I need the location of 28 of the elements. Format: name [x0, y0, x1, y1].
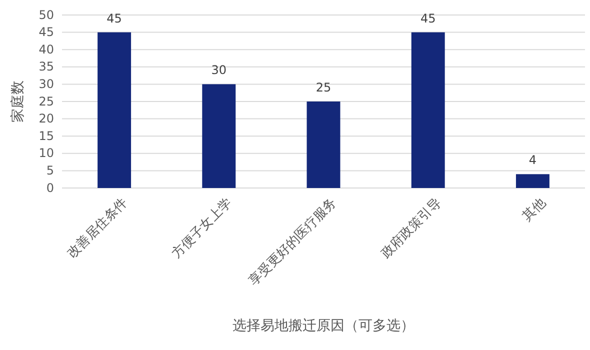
y-tick-label: 40 [38, 42, 54, 56]
y-tick-label: 35 [38, 60, 54, 74]
x-tick-label: 方便子女上学 [168, 194, 236, 262]
bar [306, 102, 340, 188]
data-label: 45 [420, 11, 436, 26]
bar [98, 32, 132, 188]
y-axis-title: 家庭数 [10, 80, 26, 122]
x-tick-label: 政府政策引导 [378, 194, 444, 262]
x-tick-label: 享受更好的医疗服务 [246, 194, 340, 289]
data-label: 45 [106, 11, 122, 26]
y-tick-label: 15 [38, 128, 54, 143]
data-label: 25 [316, 80, 332, 94]
y-tick-label: 25 [38, 94, 54, 108]
x-tick-label: 其他 [520, 196, 549, 225]
y-tick-label: 10 [38, 146, 54, 160]
bar [516, 174, 550, 188]
bar [202, 84, 236, 188]
y-tick-label: 45 [38, 25, 54, 40]
x-axis-title: 选择易地搬迁原因（可多选） [232, 318, 414, 334]
data-label: 4 [528, 153, 537, 168]
y-tick-label: 5 [46, 164, 54, 178]
data-label: 30 [211, 63, 227, 78]
y-tick-label: 30 [38, 77, 54, 92]
y-tick-label: 20 [38, 112, 54, 126]
bar [411, 32, 445, 188]
x-tick-label: 改善居住条件 [64, 194, 130, 262]
y-tick-label: 50 [38, 8, 54, 22]
y-tick-label: 0 [46, 180, 54, 195]
